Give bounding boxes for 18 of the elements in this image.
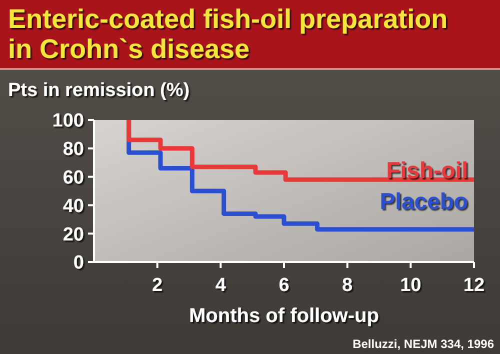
chart-title: Enteric-coated fish-oil preparation in Crohn`s disease xyxy=(8,4,448,64)
y-tick-label: 0 xyxy=(73,252,84,274)
y-axis-title: Pts in remission (%) xyxy=(8,80,190,101)
x-tick-label: 12 xyxy=(463,275,485,296)
series-label: Placebo xyxy=(380,188,468,214)
x-tick-label: 8 xyxy=(342,275,353,296)
y-tick-label: 20 xyxy=(62,224,84,246)
x-tick-label: 10 xyxy=(400,275,422,296)
y-tick-label: 100 xyxy=(52,110,84,132)
x-tick-label: 2 xyxy=(152,275,163,296)
y-tick-label: 40 xyxy=(62,196,84,217)
x-tick-label: 4 xyxy=(215,275,226,296)
y-tick-label: 80 xyxy=(62,139,84,160)
series-label: Fish-oil xyxy=(386,157,468,183)
text: Belluzzi, NEJM 334, 1996 xyxy=(352,337,494,351)
x-axis-title: Months of follow-up xyxy=(189,305,379,327)
y-tick-label: 60 xyxy=(62,167,84,188)
x-tick-label: 6 xyxy=(278,275,290,296)
